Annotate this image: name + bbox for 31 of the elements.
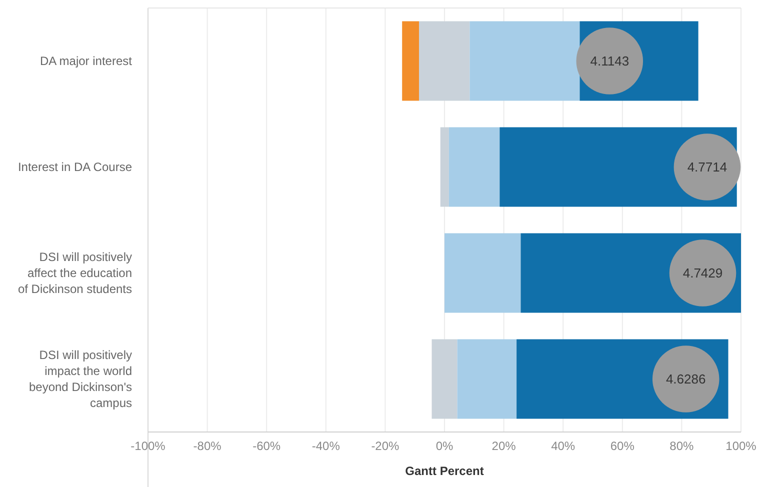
bar xyxy=(448,127,500,207)
point xyxy=(669,240,736,306)
x-tick-label: -40% xyxy=(312,439,340,453)
x-tick-label: 80% xyxy=(670,439,694,453)
x-tick-label: -100% xyxy=(130,439,166,453)
x-tick-label: 100% xyxy=(726,439,757,453)
point xyxy=(652,346,720,412)
bar xyxy=(440,127,449,207)
bar xyxy=(402,21,419,101)
annotation: 4.1143 xyxy=(590,54,630,69)
x-tick-label: -20% xyxy=(371,439,400,453)
x-tick-label: -60% xyxy=(252,439,281,453)
y-tick-label: Interest in DA Course xyxy=(18,160,132,174)
bar xyxy=(419,21,470,101)
y-tick-label: DSI will positively affect the education of Dickinson students xyxy=(18,250,132,296)
bar xyxy=(432,339,458,419)
bar xyxy=(444,233,521,313)
annotation: 4.7714 xyxy=(687,160,728,175)
x-tick-label: 20% xyxy=(492,439,516,453)
y-tick-label: DA major interest xyxy=(40,54,133,68)
x-tick-label: 60% xyxy=(610,439,635,453)
annotation: 4.7429 xyxy=(682,266,723,281)
bar xyxy=(470,21,580,101)
annotation: 4.6286 xyxy=(666,372,706,387)
point xyxy=(674,134,741,200)
y-tick-label: DSI will positively impact the world beyond Dickinson's campus xyxy=(28,348,132,410)
x-tick-label: -80% xyxy=(193,439,222,453)
x-axis-title: Gantt Percent xyxy=(405,464,484,478)
bar xyxy=(457,339,517,419)
x-tick-label: 0% xyxy=(436,439,454,453)
x-tick-label: 40% xyxy=(551,439,576,453)
